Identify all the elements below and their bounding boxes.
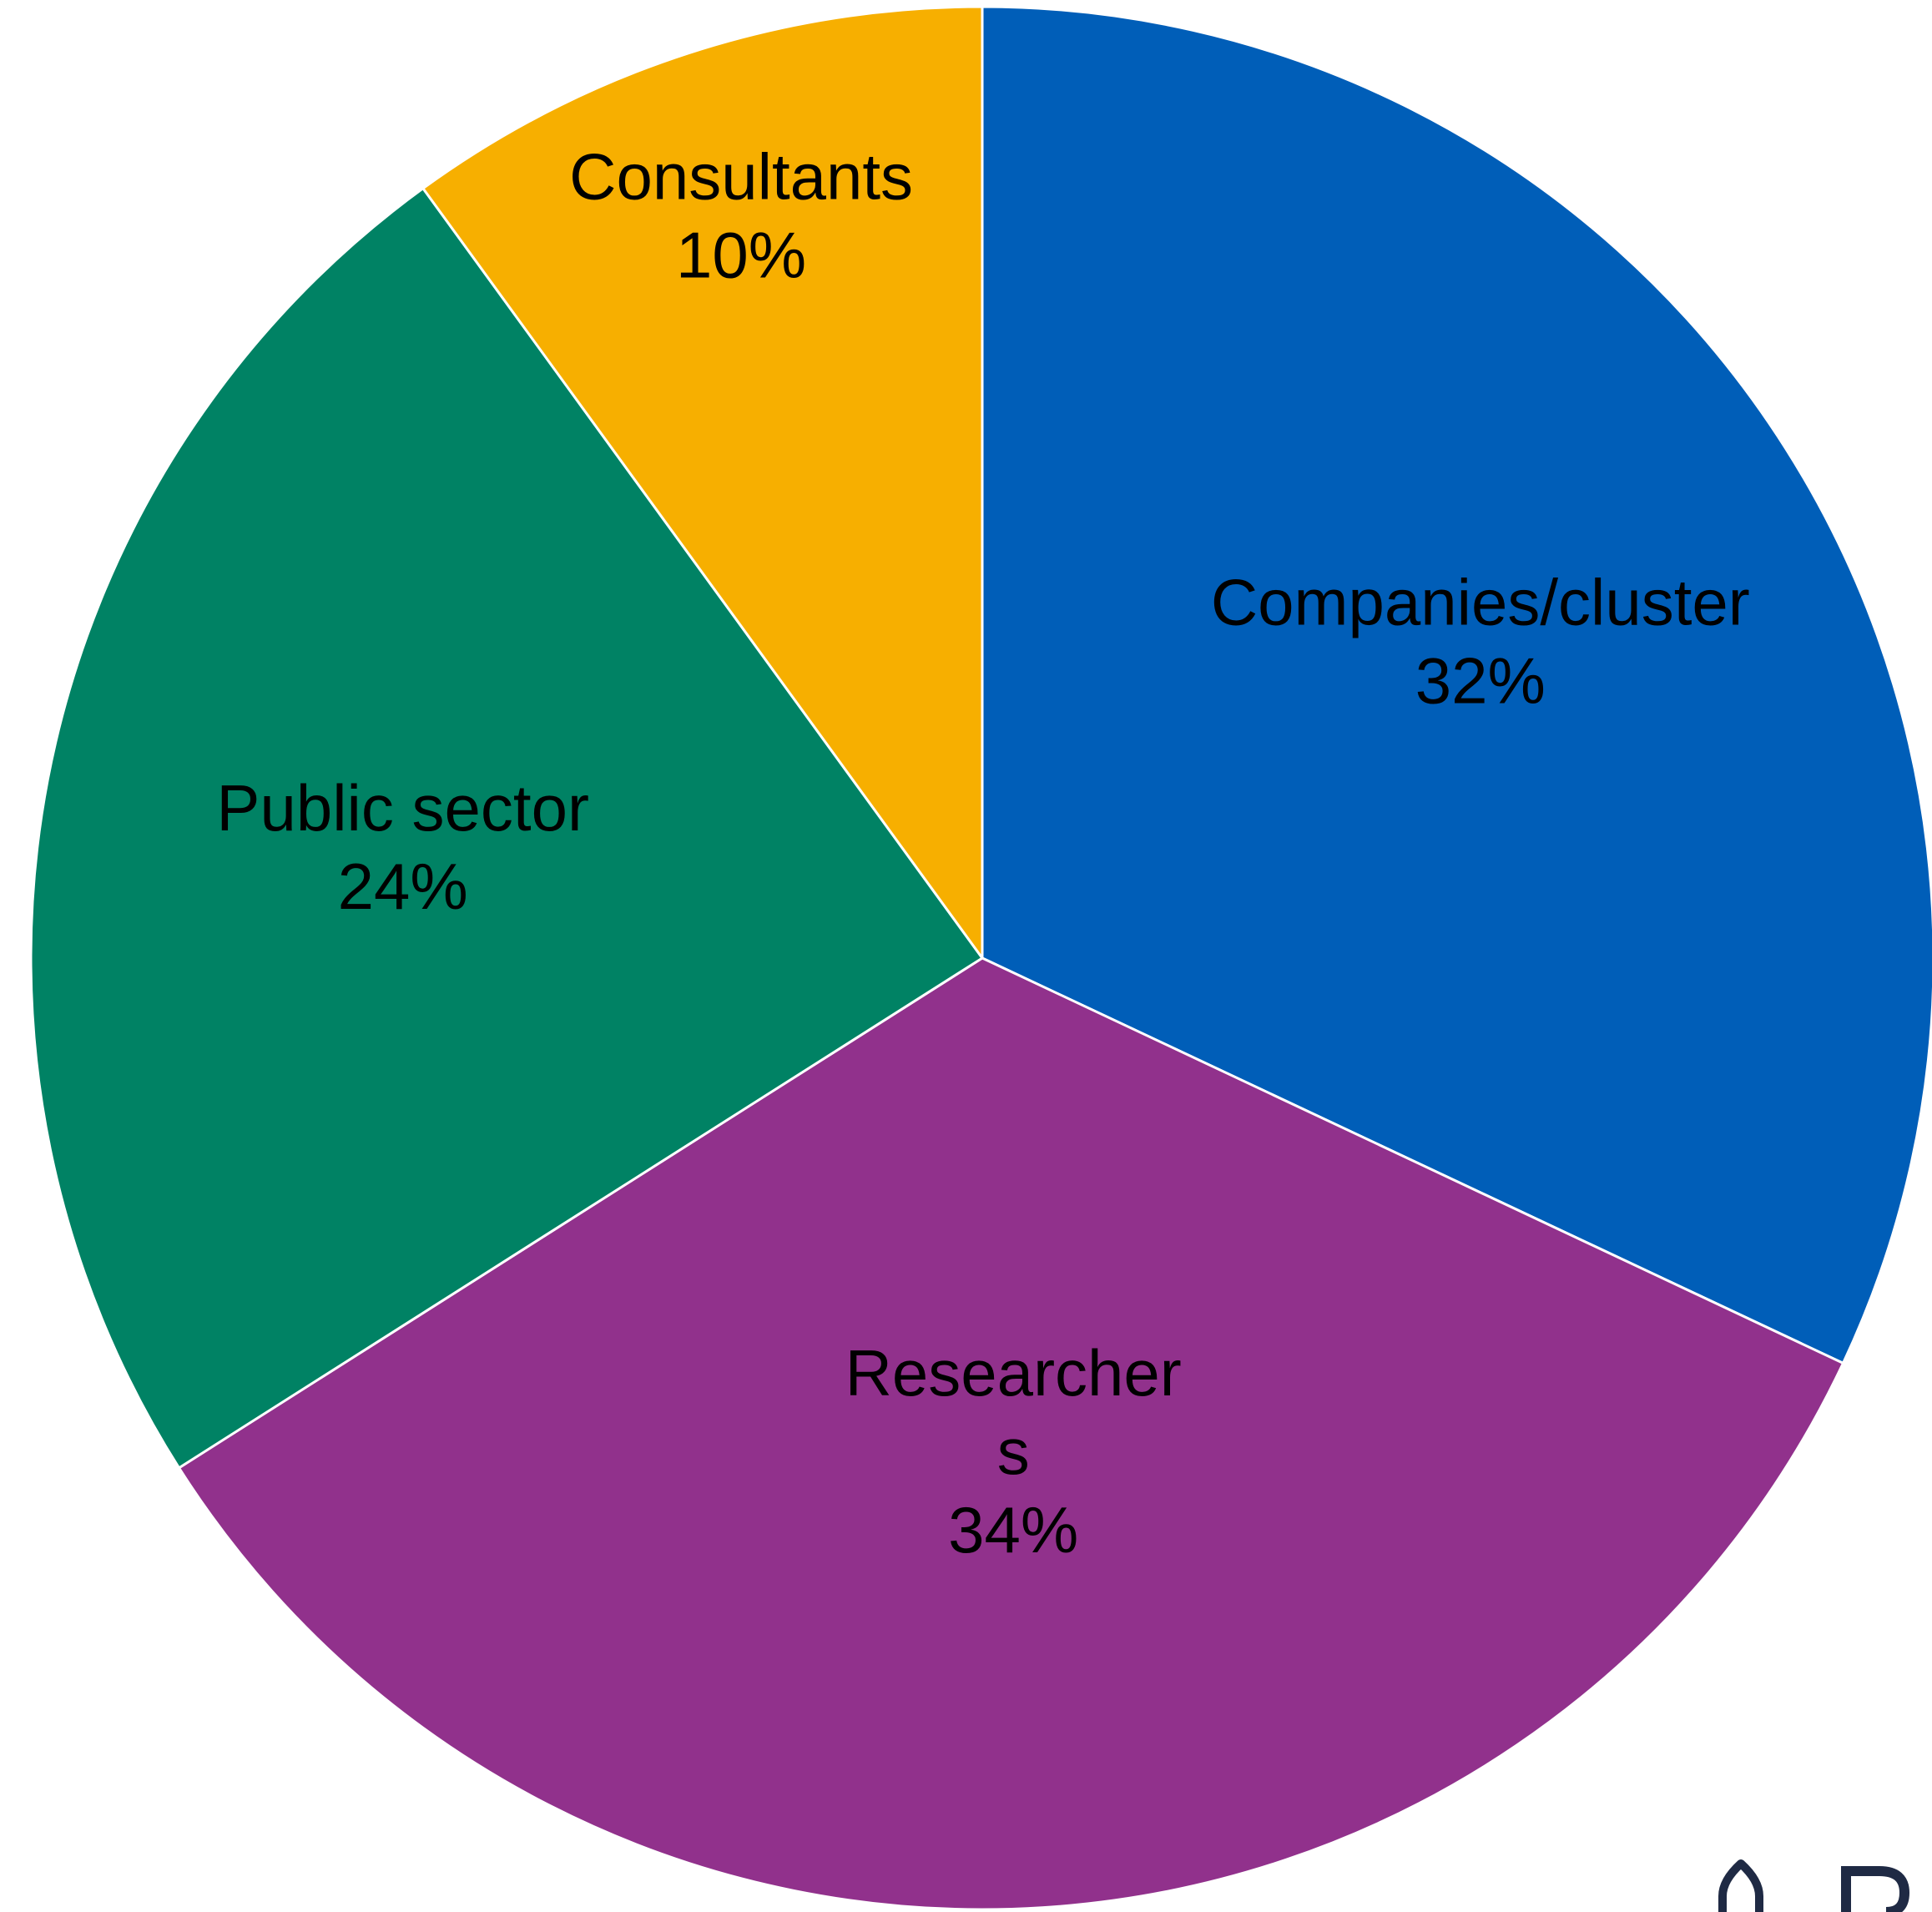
logo-letter-icon (1841, 1866, 1910, 1912)
slice-value-label: 32% (1415, 644, 1546, 718)
slice-value-label: 24% (338, 850, 468, 923)
logo-drop-icon (1718, 1859, 1763, 1912)
slice-value-label: 10% (676, 218, 806, 291)
slice-category-label: Companies/cluster (1211, 566, 1750, 639)
pie-slice-consultants (421, 5, 984, 960)
pie-slice-companies-cluster (981, 5, 1932, 1365)
pie-slice-researchers (177, 956, 1844, 1911)
slice-category-label: Consultants (569, 139, 913, 213)
slice-category-label: Researcher (845, 1336, 1182, 1410)
slice-value-label: 34% (948, 1493, 1078, 1566)
pie-slices (29, 5, 1932, 1911)
slice-category-label: s (997, 1415, 1030, 1488)
slice-category-label: Public sector (216, 771, 589, 845)
pie-slice-public-sector (29, 187, 984, 1470)
brand-logo-icon (1718, 1859, 1910, 1912)
